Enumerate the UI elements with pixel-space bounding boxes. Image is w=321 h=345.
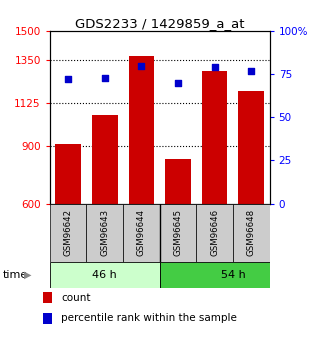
Bar [43, 313, 52, 324]
Text: time: time [3, 270, 29, 280]
Title: GDS2233 / 1429859_a_at: GDS2233 / 1429859_a_at [75, 17, 245, 30]
Bar [43, 292, 52, 303]
Bar [165, 159, 191, 204]
Point [102, 75, 107, 80]
Bar [86, 204, 123, 262]
Point [249, 68, 254, 73]
Text: GSM96645: GSM96645 [174, 209, 183, 256]
Text: count: count [61, 293, 91, 303]
Bar [128, 56, 154, 204]
Text: GSM96646: GSM96646 [210, 209, 219, 256]
Bar [50, 262, 160, 288]
Bar [196, 204, 233, 262]
Bar [92, 115, 117, 204]
Point [176, 80, 181, 86]
Text: GSM96648: GSM96648 [247, 209, 256, 256]
Text: GSM96642: GSM96642 [64, 209, 73, 256]
Bar [233, 204, 270, 262]
Text: percentile rank within the sample: percentile rank within the sample [61, 313, 237, 323]
Text: ▶: ▶ [24, 270, 31, 280]
Bar [160, 204, 196, 262]
Bar [239, 91, 264, 204]
Point [212, 65, 217, 70]
Bar [55, 144, 81, 204]
Text: GSM96644: GSM96644 [137, 209, 146, 256]
Bar [160, 262, 270, 288]
Bar [123, 204, 160, 262]
Bar [202, 71, 228, 204]
Point [139, 63, 144, 68]
Text: 54 h: 54 h [221, 270, 245, 280]
Text: GSM96643: GSM96643 [100, 209, 109, 256]
Bar [50, 204, 86, 262]
Point [65, 77, 71, 82]
Text: 46 h: 46 h [92, 270, 117, 280]
